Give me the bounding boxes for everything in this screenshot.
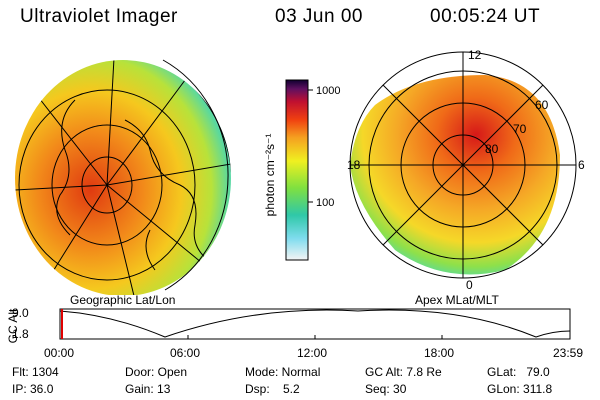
altitude-curve: [59, 309, 571, 338]
mlt-line-diagonal: [382, 84, 544, 246]
geographic-image: [15, 59, 231, 295]
altitude-plot-frame: [59, 308, 571, 340]
geo-coastline: [56, 99, 216, 271]
geo-terminator-arc: [162, 59, 229, 291]
status-glon: GLon: 311.8: [487, 382, 553, 396]
status-door: Door: Open: [125, 365, 188, 379]
date-label: 03 Jun 00: [275, 6, 363, 27]
status-dsp: Dsp: 5.2: [245, 382, 300, 396]
geo-meridian: [106, 184, 136, 295]
mlat-label-80: 80: [485, 142, 499, 156]
colorbar-unit-label: photon cm⁻²s⁻¹: [263, 134, 283, 217]
geo-lat-circle: [18, 89, 196, 281]
status-flt: Flt: 1304: [12, 365, 59, 379]
gc-alt-tick-1-8: 1.8: [12, 327, 29, 341]
mlt-label-0: 0: [466, 278, 473, 292]
colorbar-scale: [285, 79, 309, 261]
time-tick-2359: 23:59: [553, 346, 584, 360]
time-tick-0600: 06:00: [170, 346, 201, 360]
mlt-label-12: 12: [468, 48, 482, 62]
geographic-caption: Geographic Lat/Lon: [70, 293, 176, 307]
magnetic-polar-plot: 12 18 6 0 60 70 80: [347, 48, 585, 292]
geo-meridian: [15, 184, 108, 191]
mlt-label-18: 18: [347, 158, 361, 172]
mlt-label-6: 6: [578, 158, 585, 172]
time-label: 00:05:24 UT: [430, 6, 541, 27]
altitude-plot: [59, 308, 571, 340]
mlat-label-60: 60: [535, 98, 549, 112]
instrument-title: Ultraviolet Imager: [20, 6, 178, 27]
geo-lat-circle: [51, 124, 163, 246]
status-mode: Mode: Normal: [245, 365, 321, 379]
geo-emission-disk: [15, 60, 231, 295]
status-glat: GLat: 79.0: [487, 365, 550, 379]
time-tick-1200: 12:00: [297, 346, 328, 360]
status-gc-alt: GC Alt: 7.8 Re: [365, 365, 442, 379]
apex-caption: Apex MLat/MLT: [415, 293, 499, 307]
mlat-label-70: 70: [513, 122, 527, 136]
colorbar: 1000 100: [285, 79, 340, 261]
time-tick-0000: 00:00: [44, 346, 75, 360]
geo-meridian: [106, 60, 116, 186]
geo-lat-circle: [81, 156, 133, 214]
polar-emission-region: [350, 75, 560, 275]
status-gain: Gain: 13: [125, 382, 171, 396]
colorbar-unit-text: photon cm⁻²s⁻¹: [263, 133, 277, 217]
time-tick-1800: 18:00: [424, 346, 455, 360]
colorbar-tick-100: 100: [316, 197, 334, 209]
gc-alt-tick-9: 9.0: [12, 306, 29, 320]
colorbar-tick-1000: 1000: [316, 85, 340, 97]
status-seq: Seq: 30: [365, 382, 407, 396]
status-ip: IP: 36.0: [12, 382, 54, 396]
